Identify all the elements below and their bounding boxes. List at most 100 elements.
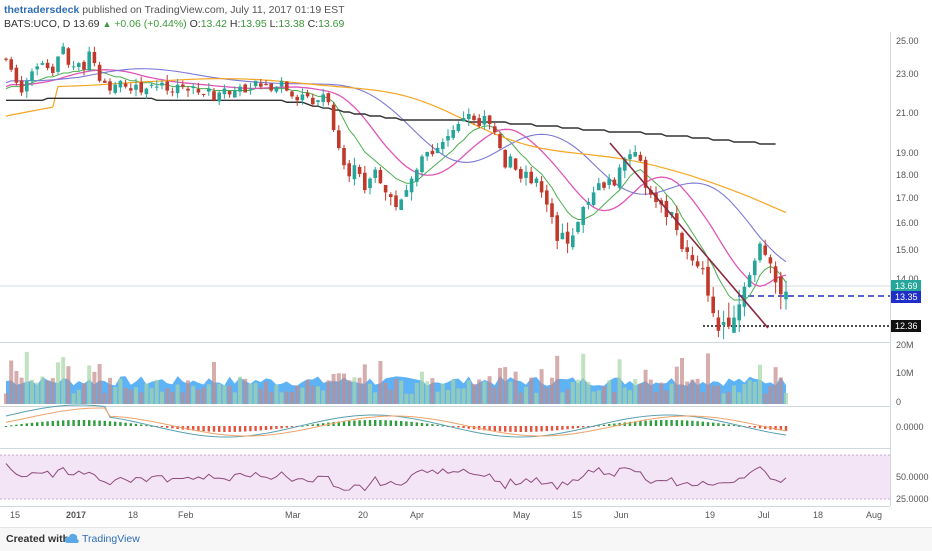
volume-bar	[633, 379, 638, 404]
macd-bar	[467, 426, 470, 429]
candle-body	[711, 296, 715, 314]
candle-body	[155, 86, 159, 88]
candle-body	[175, 84, 180, 94]
trendline[interactable]	[609, 142, 769, 329]
macd-bar	[753, 426, 756, 428]
candle-body	[404, 190, 409, 197]
volume-bar	[4, 393, 8, 404]
time-tick: 15	[572, 510, 582, 520]
volume-bar	[352, 377, 357, 404]
macd-bar	[124, 422, 127, 426]
volume-bar	[524, 386, 528, 404]
macd-bar	[290, 426, 294, 428]
macd-bar	[140, 424, 143, 426]
macd-bar	[301, 425, 304, 427]
candle-body	[779, 276, 783, 295]
candle-body	[238, 86, 242, 92]
volume-bar	[778, 377, 783, 404]
volume-bar	[35, 382, 40, 404]
macd-bar	[602, 424, 606, 426]
candle-body	[201, 93, 206, 95]
candle-body	[170, 91, 175, 93]
time-tick: Jun	[614, 510, 629, 520]
macd-bar	[597, 425, 600, 427]
volume-bar	[446, 389, 450, 404]
volume-bar	[763, 393, 768, 404]
macd-bar	[535, 426, 538, 432]
candle-body	[638, 154, 643, 161]
volume-bar	[87, 365, 92, 404]
macd-bar	[264, 426, 268, 430]
candle-body	[134, 84, 138, 90]
volume-bar	[336, 373, 341, 404]
candle-body	[415, 169, 419, 182]
symbol-label[interactable]: BATS:UCO, D	[4, 18, 71, 30]
volume-bar	[284, 391, 289, 404]
candle-body	[295, 96, 299, 101]
volume-bar	[269, 391, 274, 404]
macd-bar	[628, 421, 632, 426]
candle-body	[425, 152, 429, 157]
macd-bar	[20, 424, 23, 426]
time-tick: 20	[358, 510, 368, 520]
time-tick: 18	[813, 510, 823, 520]
candle-body	[534, 178, 539, 183]
macd-bar	[259, 426, 262, 431]
volume-bar	[368, 383, 372, 404]
candle-body	[71, 66, 76, 68]
volume-bar	[695, 378, 700, 404]
macd-bar	[358, 420, 361, 426]
candle-body	[607, 178, 611, 186]
volume-bar	[113, 386, 118, 404]
volume-bar	[612, 391, 617, 404]
candle-body	[628, 154, 632, 160]
macd-bar	[368, 420, 372, 426]
candle-body	[612, 179, 617, 186]
chart-canvas[interactable]: 25.00 23.00 21.00 19.00 18.00 17.00 16.0…	[0, 0, 932, 527]
volume-bar	[139, 392, 144, 404]
volume-bar	[331, 373, 336, 404]
candle-body	[144, 88, 149, 95]
candle-body	[472, 115, 476, 120]
macd-bar	[249, 426, 252, 432]
volume-bar	[248, 383, 253, 404]
close-label: C:	[307, 18, 319, 30]
candle-body	[565, 231, 570, 244]
volume-bar	[726, 391, 731, 404]
candle-body	[82, 61, 86, 70]
volume-bar	[752, 381, 757, 404]
price-tick: 14.00	[896, 274, 919, 284]
candle-body	[248, 88, 253, 90]
candle-body	[623, 158, 627, 171]
macd-bar	[764, 426, 767, 429]
candle-body	[97, 64, 102, 81]
rsi-tick: 50.0000	[896, 472, 929, 482]
macd-bar	[576, 426, 580, 429]
macd-bar	[405, 421, 408, 426]
macd-bar	[462, 426, 465, 429]
macd-bar	[400, 421, 403, 426]
volume-bar	[232, 392, 237, 404]
macd-bar	[82, 420, 86, 426]
candle-body	[191, 86, 195, 89]
high-label: H:	[229, 18, 241, 30]
rsi-line	[5, 463, 787, 492]
candle-body	[160, 82, 164, 86]
macd-bar	[748, 426, 751, 428]
candle-body	[701, 268, 705, 270]
candle-body	[784, 291, 788, 300]
macd-bar	[701, 421, 704, 426]
rsi-tick: 25.0000	[896, 494, 929, 504]
volume-bar	[388, 389, 393, 404]
author-name[interactable]: thetradersdeck	[4, 4, 80, 16]
candle-body	[571, 235, 575, 248]
candle-body	[581, 207, 585, 225]
macd-bar	[270, 426, 273, 430]
tradingview-brand[interactable]: TradingView	[82, 533, 140, 545]
volume-bar	[430, 378, 435, 404]
volume-bar	[45, 380, 50, 404]
volume-bar	[144, 383, 149, 404]
candle-body	[4, 58, 8, 60]
macd-bar	[77, 420, 80, 426]
volume-bar	[50, 378, 55, 404]
